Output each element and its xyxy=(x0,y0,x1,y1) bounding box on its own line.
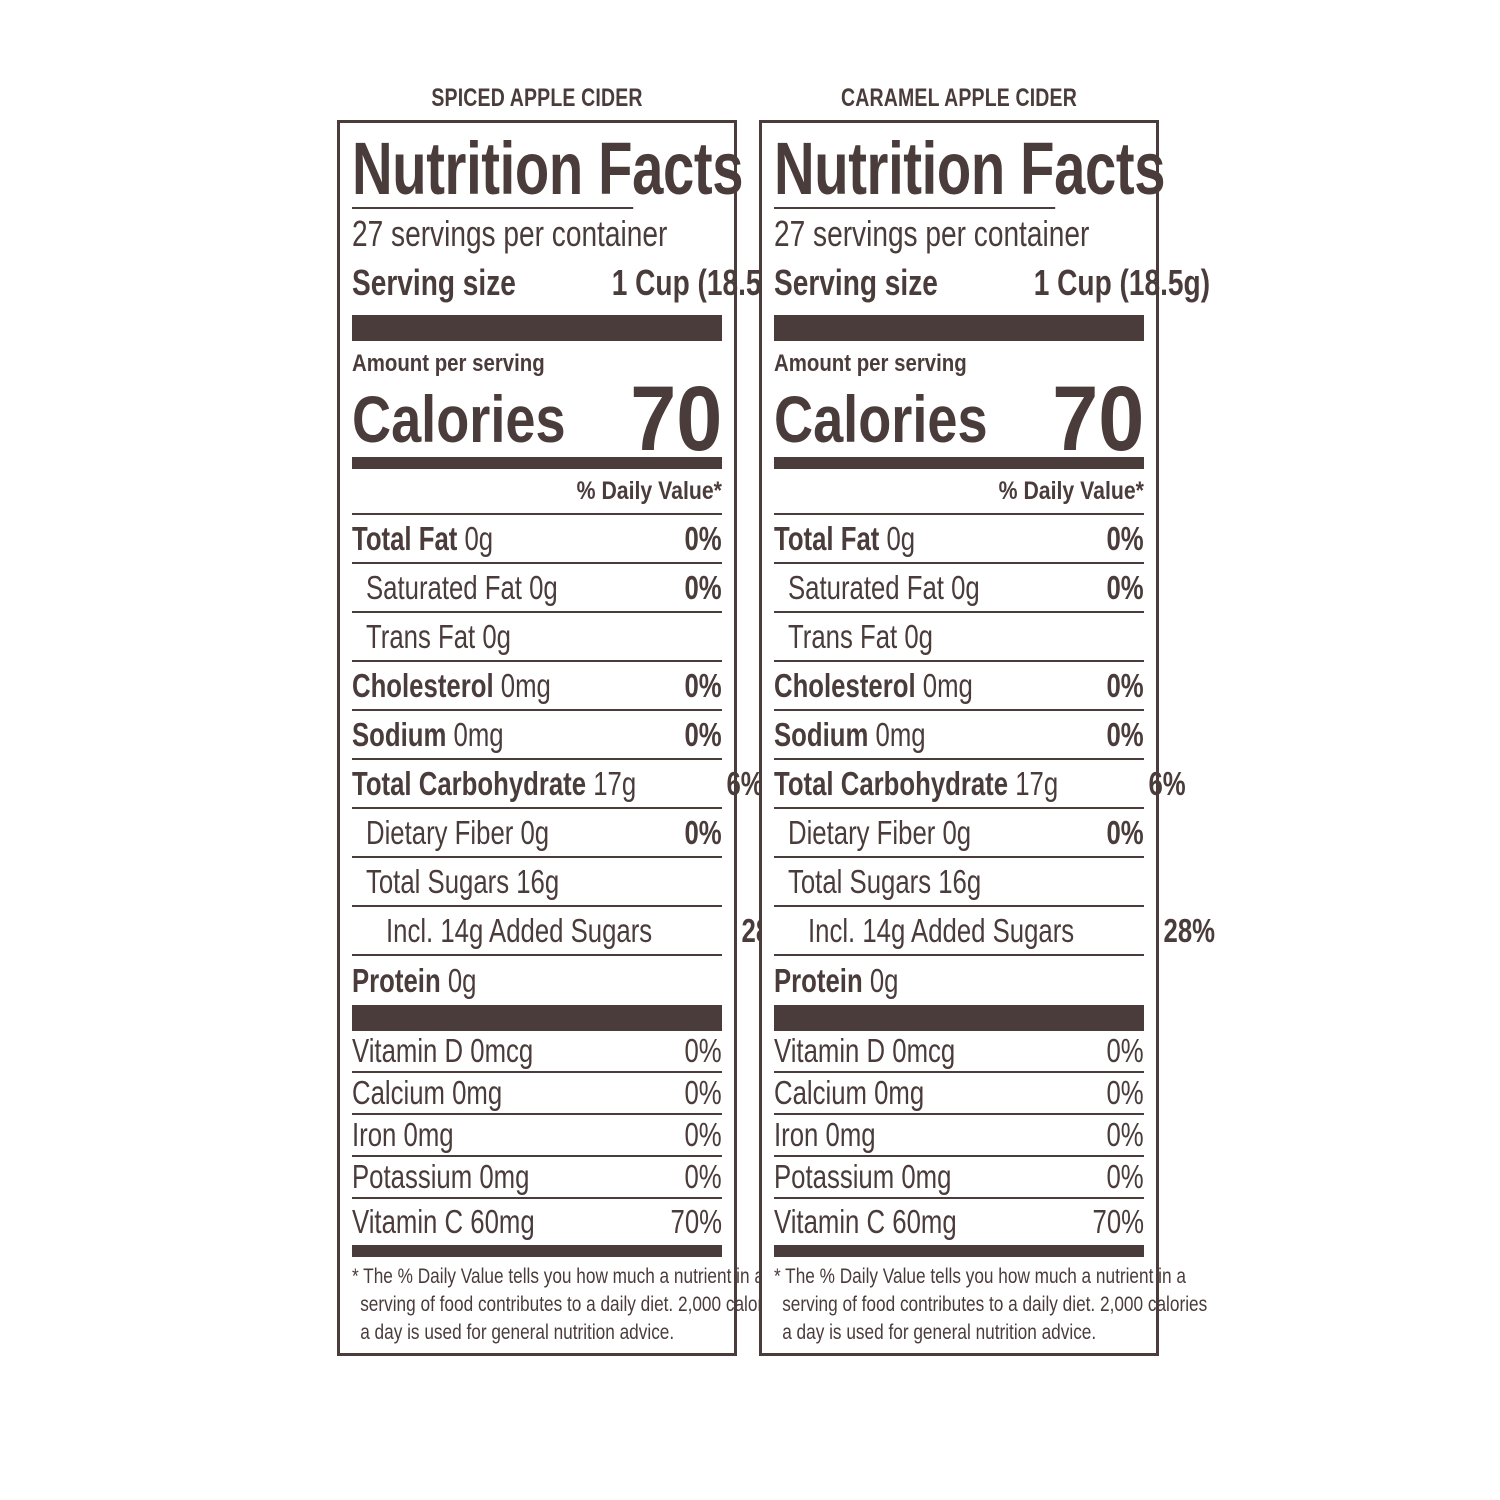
serving-size-label: Serving size xyxy=(352,262,516,303)
divider-medium xyxy=(352,1245,722,1257)
nutrient-row-total-sugars: Total Sugars 16g xyxy=(352,858,722,907)
nutrient-row-added-sugars: Incl. 14g Added Sugars 28% xyxy=(774,907,1215,956)
divider-medium xyxy=(774,1245,1144,1257)
footnote: * The % Daily Value tells you how much a… xyxy=(774,1265,1208,1344)
vitamin-row-iron: Iron 0mg 0% xyxy=(774,1115,1144,1157)
vitamin-row-potassium: Potassium 0mg 0% xyxy=(774,1157,1144,1199)
serving-size-row: Serving size 1 Cup (18.5g) xyxy=(352,259,788,307)
footnote: * The % Daily Value tells you how much a… xyxy=(352,1265,786,1344)
product-name: CARAMEL APPLE CIDER xyxy=(841,84,1077,112)
daily-value-header: % Daily Value* xyxy=(352,469,722,515)
vitamin-row-vitamin-d: Vitamin D 0mcg 0% xyxy=(352,1031,722,1073)
nutrient-row-trans-fat: Trans Fat 0g xyxy=(774,613,1144,662)
nutrient-row-cholesterol: Cholesterol 0mg 0% xyxy=(774,662,1144,711)
calories-row: Calories 70 xyxy=(352,368,722,470)
vitamin-row-iron: Iron 0mg 0% xyxy=(352,1115,722,1157)
vitamin-row-calcium: Calcium 0mg 0% xyxy=(352,1073,722,1115)
nutrient-row-sodium: Sodium 0mg 0% xyxy=(352,711,722,760)
nutrient-row-added-sugars: Incl. 14g Added Sugars 28% xyxy=(352,907,793,956)
nutrient-row-total-fat: Total Fat 0g 0% xyxy=(774,515,1144,564)
serving-size-value: 1 Cup (18.5g) xyxy=(611,262,789,303)
amount-per-serving: Amount per serving xyxy=(352,350,545,377)
serving-size-label: Serving size xyxy=(774,262,938,303)
nutrient-row-trans-fat: Trans Fat 0g xyxy=(352,613,722,662)
calories-value: 70 xyxy=(1051,368,1144,470)
vitamin-row-vitamin-d: Vitamin D 0mcg 0% xyxy=(774,1031,1144,1073)
daily-value-header: % Daily Value* xyxy=(774,469,1144,515)
product-name: SPICED APPLE CIDER xyxy=(431,84,643,112)
calories-label: Calories xyxy=(352,382,566,456)
divider-thick xyxy=(774,1005,1144,1031)
nutrition-facts-label: Nutrition Facts 27 servings per containe… xyxy=(759,120,1215,1356)
nutrient-row-sodium: Sodium 0mg 0% xyxy=(774,711,1144,760)
calories-value: 70 xyxy=(629,368,722,470)
divider-thick xyxy=(352,315,722,341)
nutrient-row-saturated-fat: Saturated Fat 0g 0% xyxy=(774,564,1144,613)
nutrition-facts-title: Nutrition Facts xyxy=(774,127,1166,210)
nutrient-row-total-fat: Total Fat 0g 0% xyxy=(352,515,722,564)
vitamin-row-calcium: Calcium 0mg 0% xyxy=(774,1073,1144,1115)
nutrient-row-total-carbohydrate: Total Carbohydrate 17g 6% xyxy=(352,760,764,809)
nutrient-row-total-sugars: Total Sugars 16g xyxy=(774,858,1144,907)
nutrient-row-protein: Protein 0g xyxy=(774,962,899,999)
nutrition-panel-caramel: CARAMEL APPLE CIDER Nutrition Facts 27 s… xyxy=(759,80,1215,1356)
vitamin-row-vitamin-c: Vitamin C 60mg 70% xyxy=(774,1203,1144,1240)
amount-per-serving: Amount per serving xyxy=(774,350,967,377)
nutrition-facts-title: Nutrition Facts xyxy=(352,127,744,210)
nutrient-row-cholesterol: Cholesterol 0mg 0% xyxy=(352,662,722,711)
nutrition-panel-spiced: SPICED APPLE CIDER Nutrition Facts 27 se… xyxy=(337,80,793,1356)
servings-per-container: 27 servings per container xyxy=(352,213,668,254)
serving-size-value: 1 Cup (18.5g) xyxy=(1033,262,1211,303)
nutrient-row-total-carbohydrate: Total Carbohydrate 17g 6% xyxy=(774,760,1186,809)
nutrient-row-dietary-fiber: Dietary Fiber 0g 0% xyxy=(352,809,722,858)
nutrient-row-dietary-fiber: Dietary Fiber 0g 0% xyxy=(774,809,1144,858)
calories-label: Calories xyxy=(774,382,988,456)
serving-size-row: Serving size 1 Cup (18.5g) xyxy=(774,259,1210,307)
vitamin-row-potassium: Potassium 0mg 0% xyxy=(352,1157,722,1199)
nutrient-row-protein: Protein 0g xyxy=(352,962,477,999)
calories-row: Calories 70 xyxy=(774,368,1144,470)
vitamin-row-vitamin-c: Vitamin C 60mg 70% xyxy=(352,1203,722,1240)
divider-thick xyxy=(774,315,1144,341)
servings-per-container: 27 servings per container xyxy=(774,213,1090,254)
nutrition-facts-label: Nutrition Facts 27 servings per containe… xyxy=(337,120,793,1356)
divider-thick xyxy=(352,1005,722,1031)
nutrient-row-saturated-fat: Saturated Fat 0g 0% xyxy=(352,564,722,613)
